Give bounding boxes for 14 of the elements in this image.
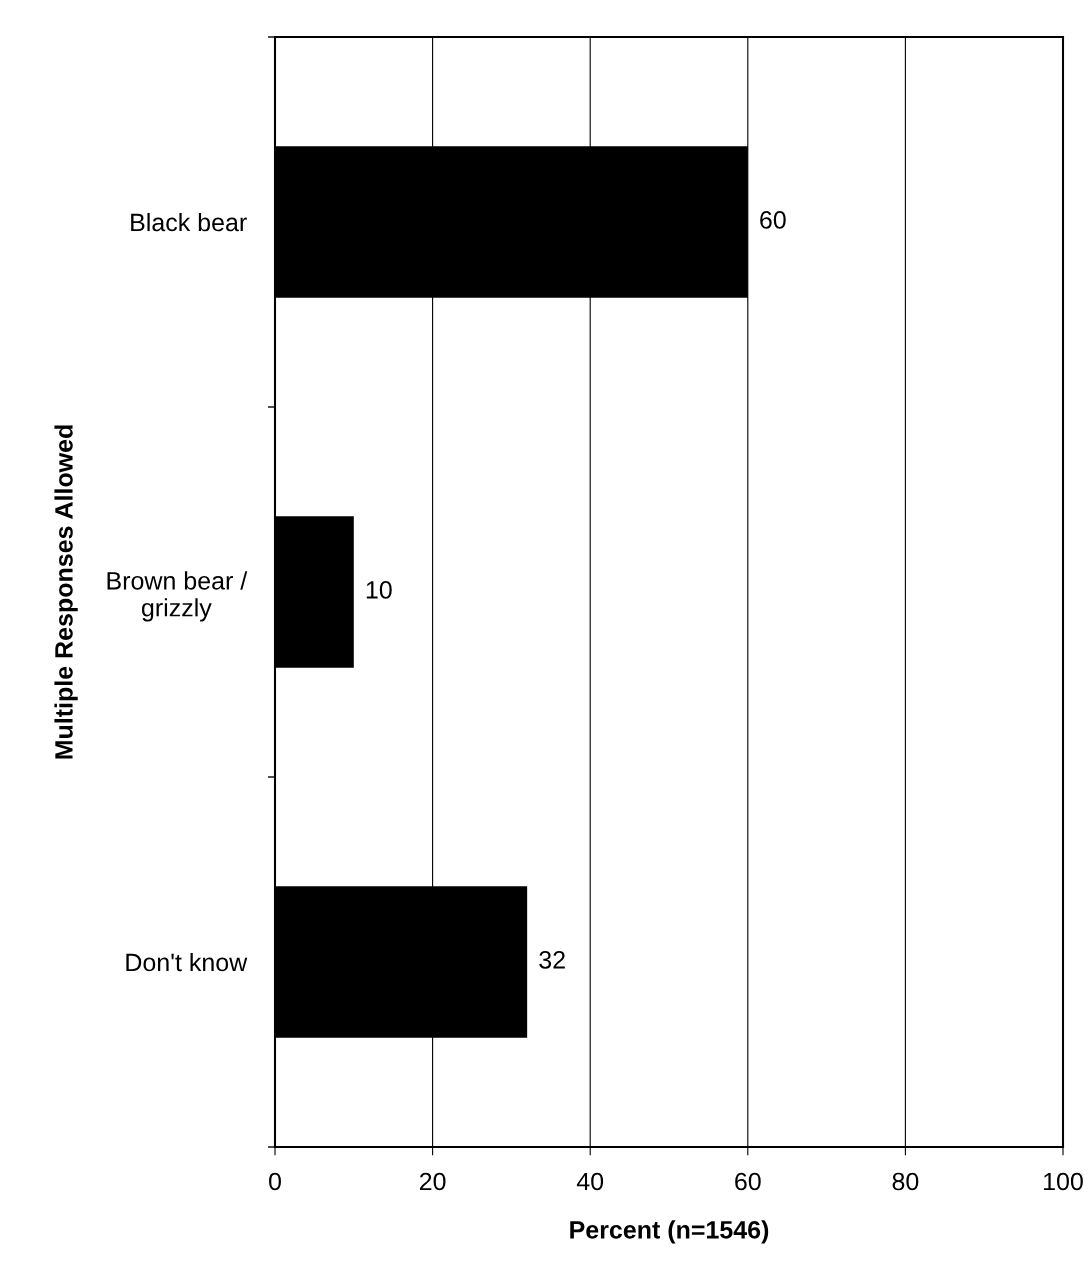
x-tick-label: 20 xyxy=(419,1172,446,1191)
y-tick-label: Brown bear / grizzly xyxy=(107,571,248,622)
x-tick-label: 80 xyxy=(892,1172,919,1191)
x-tick-label: 40 xyxy=(576,1172,604,1191)
x-tick-label: 60 xyxy=(735,1172,761,1191)
y-axis-title: Multiple Responses Allowed xyxy=(54,425,78,759)
x-axis-title: Percent (n=1546) xyxy=(570,1220,769,1244)
x-tick-label: 0 xyxy=(269,1172,281,1191)
data-label: 32 xyxy=(539,951,565,969)
data-label: 10 xyxy=(366,581,392,599)
y-tick-label: Black bear xyxy=(131,212,247,232)
x-tick-label: 100 xyxy=(1044,1172,1083,1191)
data-label: 60 xyxy=(760,211,786,229)
y-tick-label: Don't know xyxy=(126,952,248,972)
